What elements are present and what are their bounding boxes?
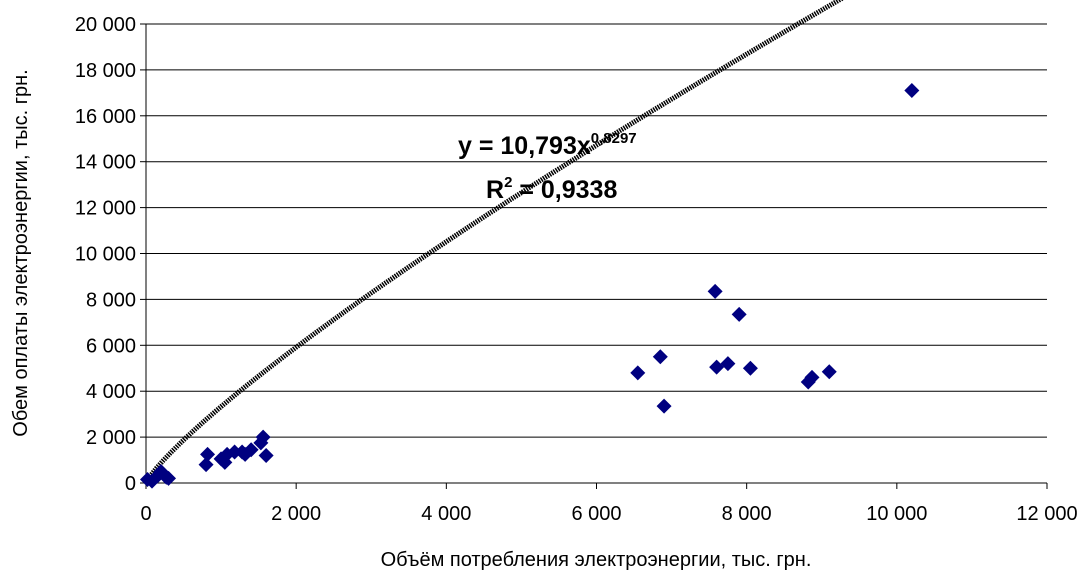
data-point <box>198 457 214 473</box>
data-point <box>255 429 271 445</box>
y-tick-label: 16 000 <box>75 106 136 128</box>
x-tick-label: 12 000 <box>1016 503 1077 525</box>
trendline <box>147 0 845 479</box>
y-tick-label: 0 <box>125 473 136 495</box>
data-point <box>904 83 920 99</box>
data-point <box>707 283 723 299</box>
data-point <box>227 444 243 460</box>
x-tick-label: 2 000 <box>271 503 321 525</box>
data-point <box>243 442 259 458</box>
y-tick-label: 4 000 <box>86 381 136 403</box>
data-point <box>731 306 747 322</box>
data-point <box>742 360 758 376</box>
data-point <box>200 446 216 462</box>
axes <box>140 23 1048 489</box>
y-tick-label: 2 000 <box>86 427 136 449</box>
x-tick-label: 10 000 <box>866 503 927 525</box>
y-tick-label: 6 000 <box>86 335 136 357</box>
gridlines <box>146 23 1047 438</box>
y-tick-labels: 0 2 000 4 000 6 000 8 000 10 000 12 000 14 000 1… <box>75 14 136 495</box>
y-tick-label: 8 000 <box>86 289 136 311</box>
x-tick-label: 4 000 <box>421 503 471 525</box>
y-tick-label: 14 000 <box>75 152 136 174</box>
r-squared-label: R2 = 0,9338 <box>486 174 617 204</box>
y-axis-title: Обем оплаты электроэнергии, тыс. грн. <box>10 69 32 436</box>
data-point <box>709 359 725 375</box>
data-point <box>630 365 646 381</box>
x-tick-label: 0 <box>140 503 151 525</box>
x-axis-title: Объём потребления электроэнергии, тыс. г… <box>381 549 812 571</box>
x-tick-labels: 0 2 000 4 000 6 000 8 000 10 000 12 000 <box>140 503 1077 525</box>
x-tick-label: 8 000 <box>722 503 772 525</box>
x-tick-label: 6 000 <box>571 503 621 525</box>
data-point <box>656 398 672 414</box>
data-point <box>804 369 820 385</box>
y-tick-label: 18 000 <box>75 60 136 82</box>
y-tick-label: 10 000 <box>75 244 136 266</box>
trendline-equation: y = 10,793x0,8297 <box>458 130 637 160</box>
data-point <box>258 447 274 463</box>
data-point <box>161 470 177 486</box>
data-point <box>652 349 668 365</box>
y-tick-label: 12 000 <box>75 198 136 220</box>
data-points <box>140 83 920 489</box>
data-point <box>720 356 736 372</box>
data-point <box>821 364 837 380</box>
y-tick-label: 20 000 <box>75 14 136 36</box>
